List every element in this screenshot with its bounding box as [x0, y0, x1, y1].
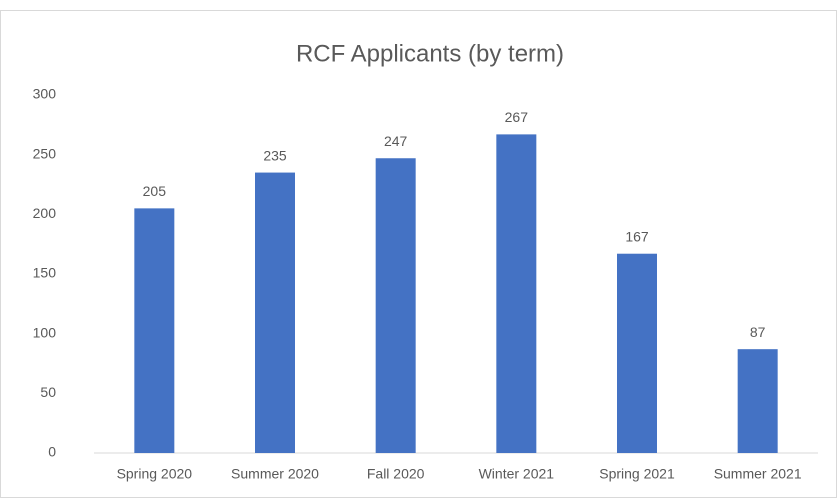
bar	[496, 134, 537, 453]
x-tick-label: Spring 2021	[599, 466, 675, 482]
data-label: 267	[505, 109, 529, 125]
bar	[375, 158, 416, 453]
x-tick-label: Summer 2021	[714, 466, 802, 482]
bar	[255, 172, 295, 454]
data-label: 167	[625, 228, 649, 244]
data-label: 87	[750, 324, 766, 340]
bar	[737, 349, 778, 453]
y-tick-label: 100	[33, 324, 57, 340]
x-tick-label: Spring 2020	[117, 466, 193, 482]
data-label: 235	[263, 147, 287, 163]
y-tick-label: 0	[48, 444, 56, 460]
y-tick-label: 300	[33, 86, 57, 102]
chart-border	[0, 10, 837, 498]
y-tick-label: 250	[33, 145, 57, 161]
bar	[134, 208, 175, 453]
x-tick-label: Fall 2020	[367, 466, 425, 482]
y-tick-label: 50	[40, 384, 56, 400]
bar	[617, 253, 657, 453]
y-tick-label: 200	[33, 205, 57, 221]
y-tick-label: 150	[33, 265, 57, 281]
data-label: 205	[143, 183, 167, 199]
x-tick-label: Summer 2020	[231, 466, 319, 482]
x-tick-label: Winter 2021	[479, 466, 555, 482]
data-label: 247	[384, 133, 408, 149]
chart-title: RCF Applicants (by term)	[296, 40, 564, 67]
